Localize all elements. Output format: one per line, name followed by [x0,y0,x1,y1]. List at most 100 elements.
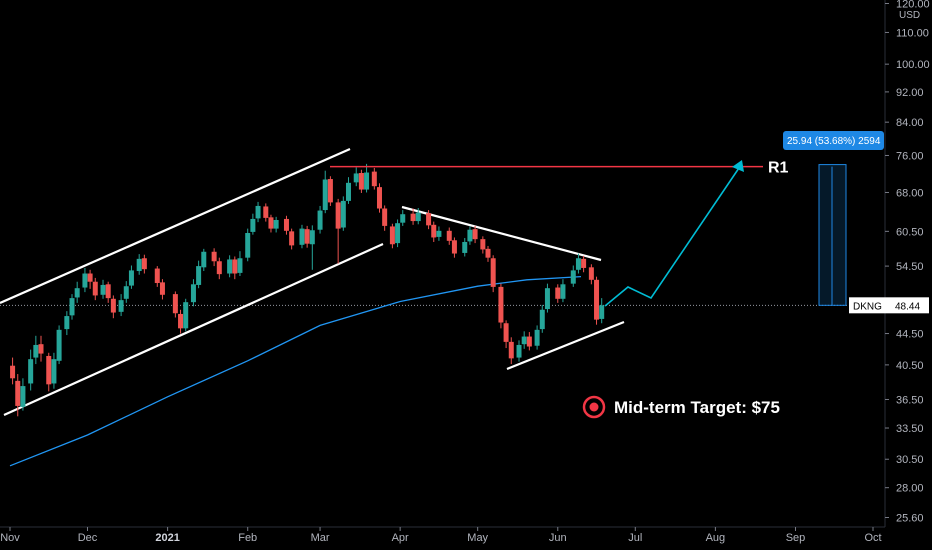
candle [508,337,514,365]
candle-body [154,268,160,284]
candle-body [588,267,594,280]
wedge-lower-line [506,320,625,371]
candle-body [498,286,504,323]
candle-body [395,223,401,244]
price-tick-label: 76.00 [896,150,924,162]
candle-body [201,251,207,268]
candle [451,237,457,258]
candle-body [376,187,382,209]
candle [534,325,540,350]
candle-body [289,231,295,246]
candle [38,335,44,362]
projection-path[interactable] [604,164,742,307]
candle [485,245,491,262]
candle [100,279,106,299]
candle-body [159,282,165,295]
candle [74,281,80,303]
candle-body [415,212,421,222]
candle [327,176,333,206]
candle [216,257,222,280]
candle [211,248,217,267]
price-tick-label: 110.00 [896,27,929,39]
candle-body [263,206,269,218]
candle [110,295,116,319]
candle-body [141,258,147,270]
candle [581,255,587,273]
price-tick-label: 36.50 [896,394,924,406]
projection-arrowhead [732,160,744,172]
candle [273,216,279,233]
candle-body [599,305,605,319]
candle [178,309,184,334]
candle-body [521,336,527,345]
candle [410,208,416,225]
candle-body [283,218,289,231]
candle-body [431,224,437,238]
price-tick-label: 40.50 [896,360,924,372]
candle-body [539,309,545,330]
candle-body [105,284,111,299]
candle [371,167,377,190]
candle-body [516,344,522,358]
candle-body [467,229,473,242]
candle [503,320,509,349]
candle [196,260,202,289]
candle-body [581,258,587,268]
candle [389,223,395,249]
candle-body [28,359,34,384]
candle-body [20,386,26,407]
candle-body [196,266,202,285]
candle-body [87,273,93,282]
candle [472,225,478,244]
candle-body [123,286,129,299]
candle [255,201,261,223]
candle [304,225,310,248]
candle-body [299,228,305,245]
candle-body [136,258,142,272]
candle-body [358,172,364,190]
price-tag-background [849,297,929,314]
candle-body [594,279,600,320]
measure-label: 25.94 (53.68%) 2594 [787,136,881,147]
candle [183,298,189,332]
price-axis[interactable]: USD 120.00 110.00 100.00 92.00 84.00 76.00 68.… [849,0,930,527]
candle [335,198,341,264]
candle [490,255,496,293]
candle-body [190,284,196,303]
candle [154,266,160,287]
candle [322,170,328,214]
price-tick-label: 30.50 [896,454,924,466]
candle-body [227,259,233,274]
measure-label-background [783,131,884,150]
channel-upper-line [0,147,351,305]
candle [544,283,550,313]
time-tick-label: Aug [706,532,726,544]
candle [190,279,196,307]
candle-body [38,344,44,354]
candle [446,227,452,245]
candle-body [273,220,279,229]
currency-label: USD [899,10,920,21]
candle-body [33,344,39,358]
candle [462,238,468,257]
candle-body [534,329,540,346]
candle [436,226,442,241]
candles-layer [10,163,605,417]
candle-body [353,173,359,183]
time-axis[interactable]: Nov Dec 2021 Feb Mar Apr May Jun Jul Aug Sep Oct [0,526,885,544]
candle [539,304,545,333]
time-tick-label: Oct [864,532,881,544]
candle [570,265,576,287]
candle-body [183,302,189,329]
candle-body [250,218,256,232]
candle [521,331,527,349]
candle [299,224,305,249]
candle [345,177,351,204]
candle [588,264,594,285]
candle [123,281,129,303]
candle-body [255,205,261,219]
time-tick-label: Feb [238,532,257,544]
candle [353,167,359,187]
candle [159,279,165,300]
